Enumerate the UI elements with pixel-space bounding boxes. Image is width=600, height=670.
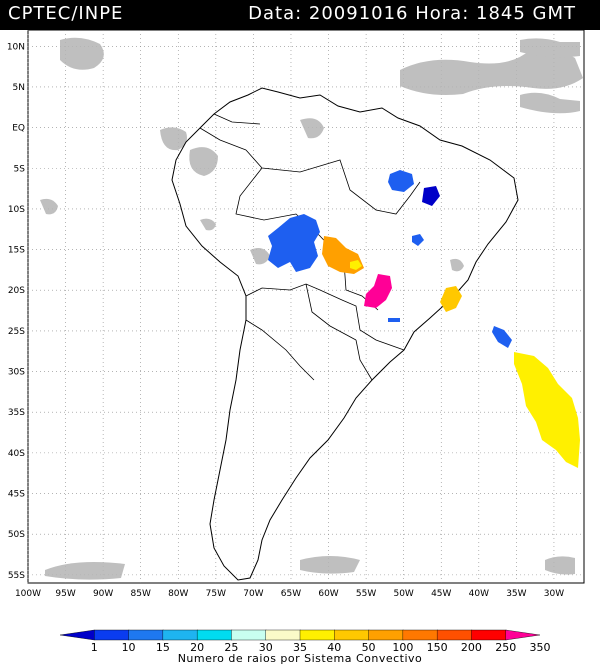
atlantic-band xyxy=(514,352,580,468)
colorbar-tick-label: 40 xyxy=(327,641,341,654)
colorbar-swatch xyxy=(265,629,301,641)
colorbar-tick-label: 20 xyxy=(190,641,204,654)
south-america-outline xyxy=(171,87,519,581)
colorbar-swatch xyxy=(231,629,267,641)
colorbar-swatch xyxy=(402,629,438,641)
colorbar-swatch xyxy=(436,629,473,641)
south-blue-cluster xyxy=(388,318,400,322)
bahia-cluster xyxy=(422,186,440,206)
lat-label: 50S xyxy=(8,530,25,540)
colorbar-tick-label: 25 xyxy=(224,641,238,654)
lat-label: 15S xyxy=(8,246,25,256)
paraguay-cluster xyxy=(364,274,392,308)
colorbar-swatch xyxy=(59,629,95,641)
title-bar: CPTEC/INPE Data: 20091016 Hora: 1845 GMT xyxy=(0,0,600,30)
blue-small-cluster xyxy=(412,234,424,246)
lon-label: 55W xyxy=(356,589,376,599)
colorbar-tick-label: 250 xyxy=(495,641,516,654)
lat-label: 20S xyxy=(8,286,25,296)
lon-label: 50W xyxy=(393,589,413,599)
colorbar-tick-label: 30 xyxy=(259,641,273,654)
lat-label: 55S xyxy=(8,571,25,581)
colorbar-swatch xyxy=(196,629,233,641)
northeast-cluster xyxy=(388,170,414,192)
lat-label: 35S xyxy=(8,408,25,418)
convective-systems xyxy=(268,170,580,468)
lat-label: 30S xyxy=(8,368,25,378)
minas-cluster xyxy=(440,286,462,312)
amazon-west-cluster xyxy=(268,214,320,272)
lon-label: 35W xyxy=(506,589,526,599)
colorbar-title: Numero de raios por Sistema Convectivo xyxy=(177,652,423,665)
colorbar-tick-label: 10 xyxy=(122,641,136,654)
colorbar-swatch xyxy=(94,629,130,641)
colorbar-swatch xyxy=(128,629,164,641)
colorbar-tick-label: 100 xyxy=(392,641,413,654)
map-background xyxy=(27,29,585,584)
colorbar-tick-label: 1 xyxy=(91,641,98,654)
colorbar-tick-label: 200 xyxy=(461,641,482,654)
lat-label: 10N xyxy=(7,42,25,52)
lon-label: 80W xyxy=(168,589,188,599)
atlantic-blue-cluster xyxy=(492,326,512,348)
colorbar: 1 10 15 20 25 30 35 40 50 100 150 200 250 350 xyxy=(59,629,551,654)
latitude-labels: 10N 5N EQ 5S 10S 15S 20S 25S 30S 35S 40S 45S 50S 55S xyxy=(7,42,25,581)
lat-label: 10S xyxy=(8,205,25,215)
longitude-labels: 100W 95W 90W 85W 80W 75W 70W 65W 60W 55W 50W 45W 40W… xyxy=(15,589,564,599)
lat-label: 5S xyxy=(14,164,26,174)
colorbar-tick-label: 35 xyxy=(293,641,307,654)
lon-label: 95W xyxy=(55,589,75,599)
colorbar-tick-label: 350 xyxy=(530,641,551,654)
colorbar-swatch xyxy=(162,629,198,641)
source-label: CPTEC/INPE xyxy=(8,3,124,24)
colorbar-swatch xyxy=(505,629,541,641)
lon-label: 65W xyxy=(281,589,301,599)
colorbar-tick-label: 150 xyxy=(427,641,448,654)
lat-label: EQ xyxy=(12,124,25,134)
lon-label: 90W xyxy=(93,589,113,599)
colorbar-swatch xyxy=(334,629,370,641)
lon-label: 75W xyxy=(206,589,226,599)
lon-label: 45W xyxy=(431,589,451,599)
date-time-label: Data: 20091016 Hora: 1845 GMT xyxy=(248,3,576,24)
lon-label: 60W xyxy=(318,589,338,599)
lat-label: 45S xyxy=(8,490,25,500)
lon-label: 100W xyxy=(15,589,41,599)
colorbar-swatch xyxy=(368,629,404,641)
lon-label: 85W xyxy=(131,589,151,599)
lat-label: 5N xyxy=(13,83,25,93)
lon-label: 40W xyxy=(469,589,489,599)
colorbar-swatch xyxy=(299,629,335,641)
lat-label: 25S xyxy=(8,327,25,337)
colorbar-tick-label: 50 xyxy=(362,641,376,654)
colorbar-tick-label: 15 xyxy=(156,641,170,654)
colorbar-swatch xyxy=(471,629,507,641)
yellow-small-cluster xyxy=(350,260,362,270)
cloud-cover xyxy=(40,37,583,580)
lon-label: 30W xyxy=(544,589,564,599)
lat-label: 40S xyxy=(8,449,25,459)
lon-label: 70W xyxy=(243,589,263,599)
